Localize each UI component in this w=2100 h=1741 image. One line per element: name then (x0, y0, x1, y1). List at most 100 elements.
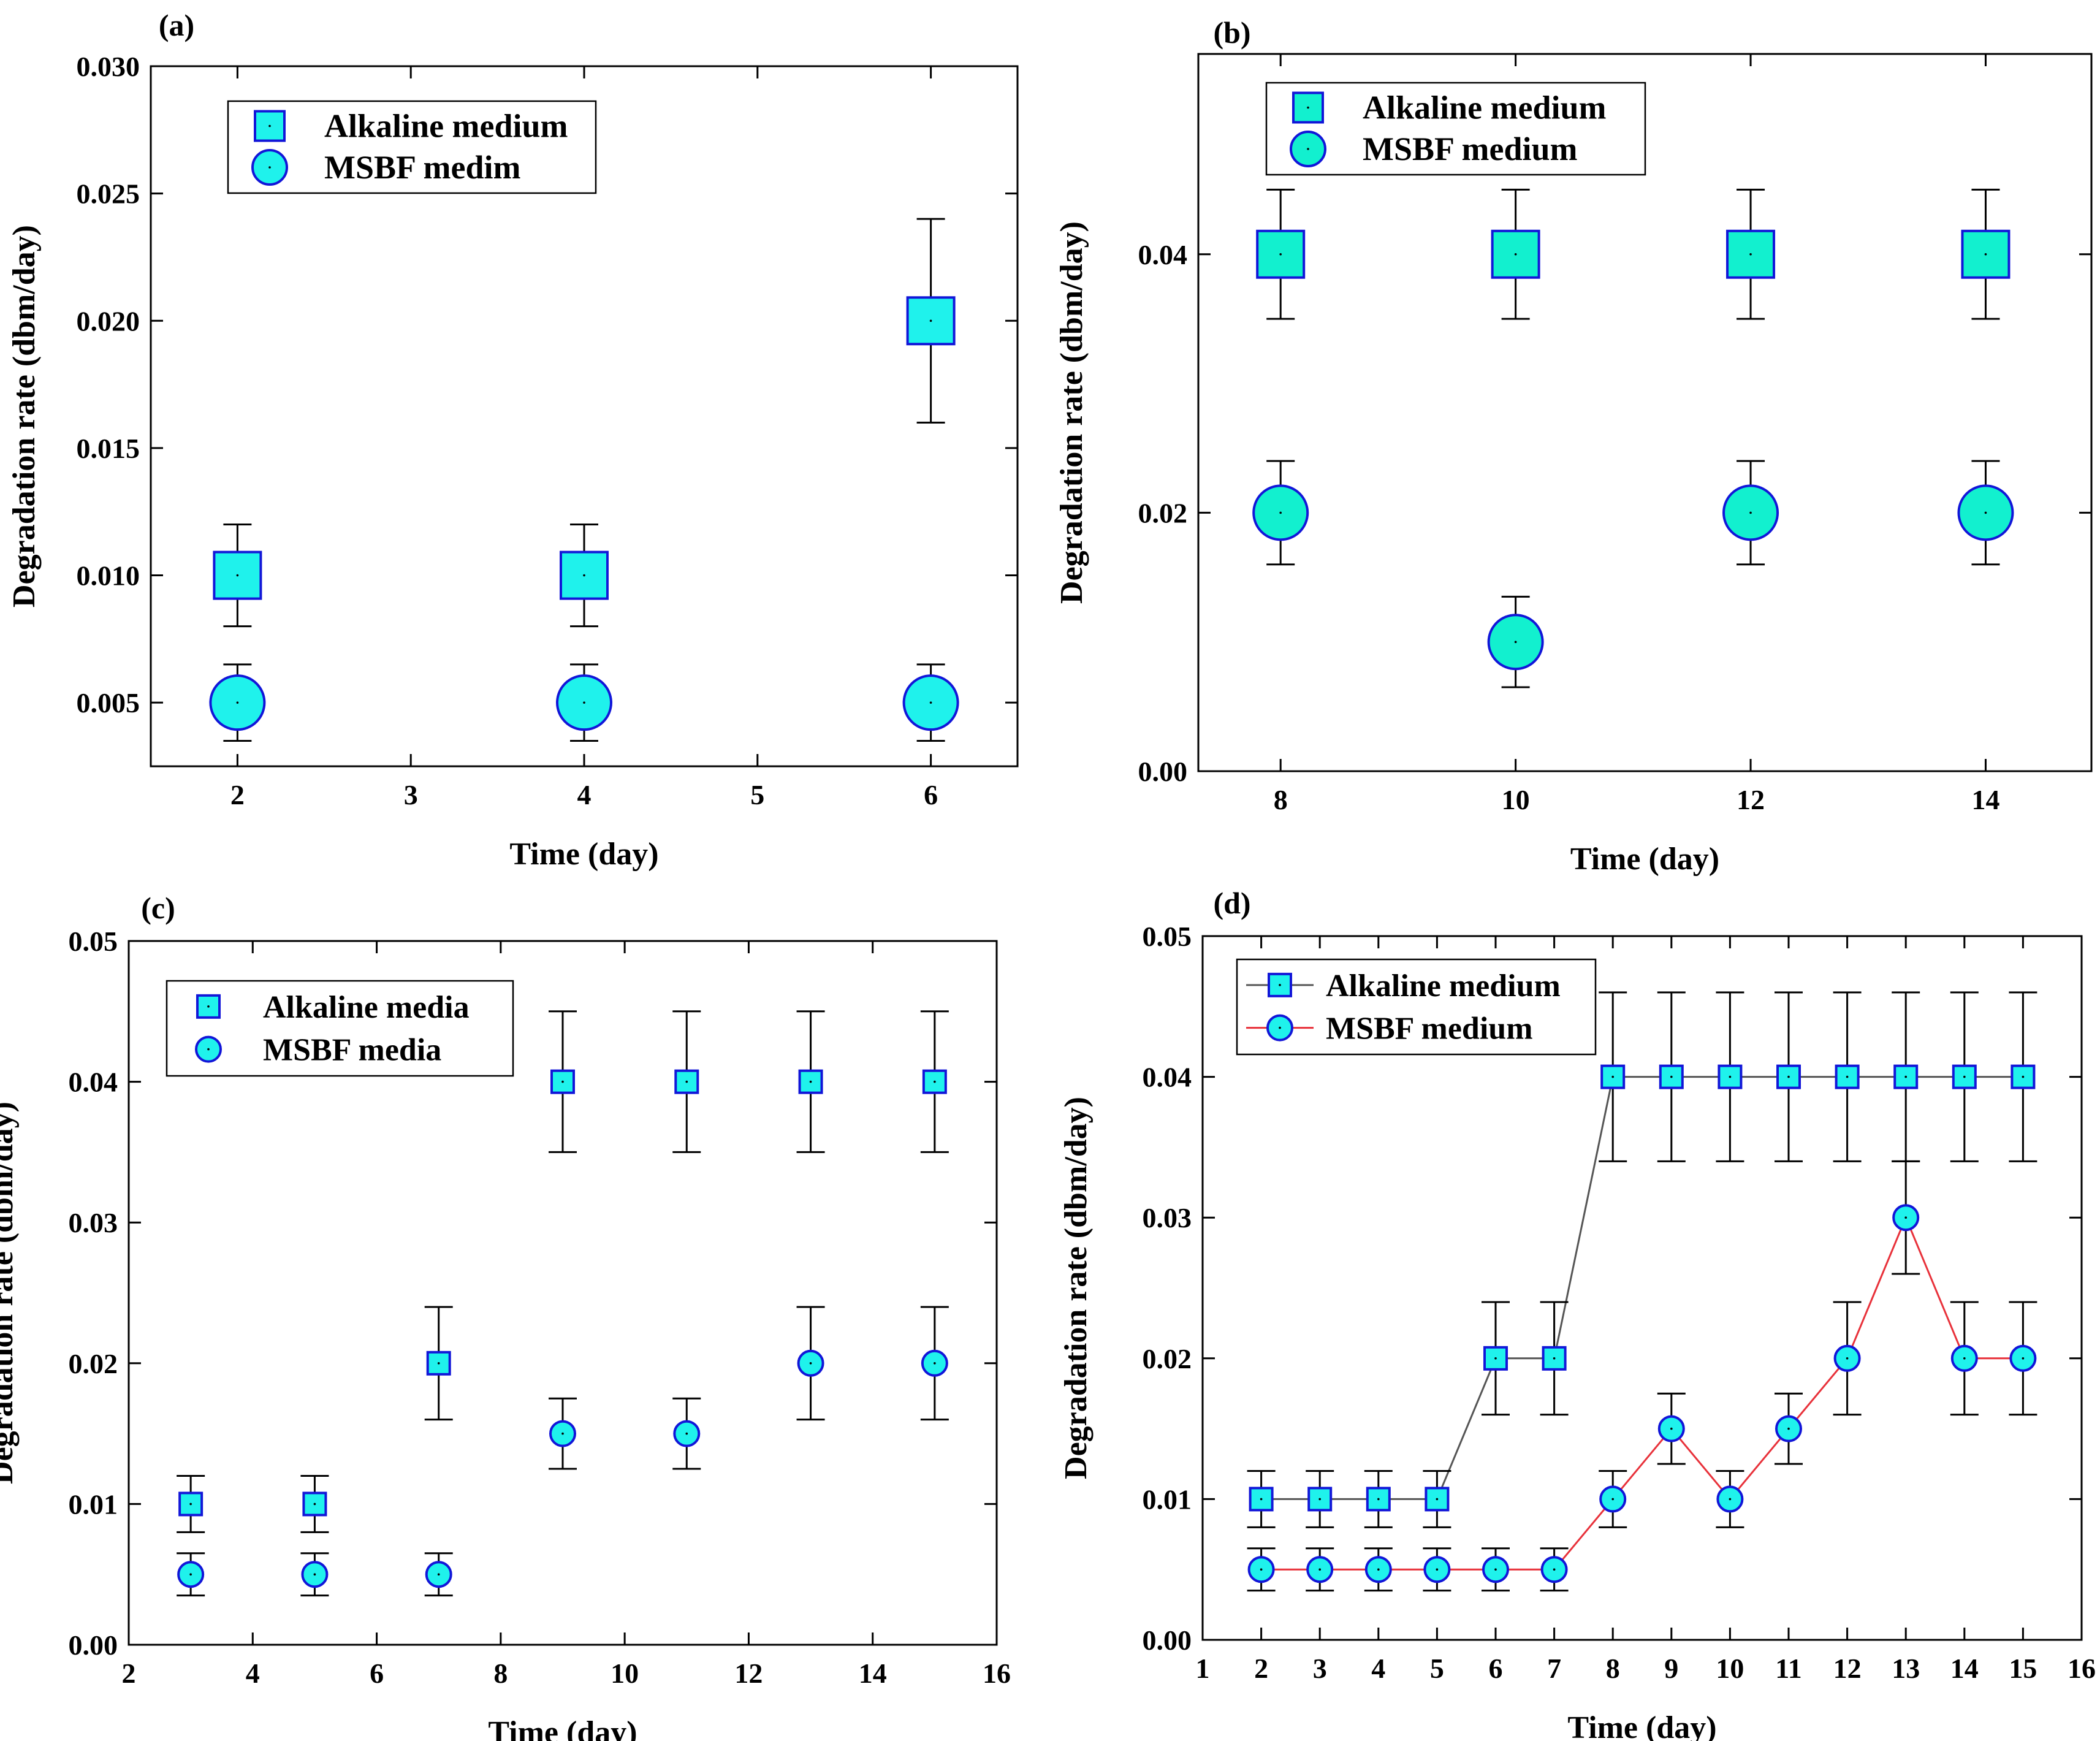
y-tick-label: 0.01 (1143, 1484, 1192, 1515)
y-tick-label: 0.015 (77, 433, 140, 464)
y-tick-label: 0.05 (69, 926, 118, 957)
data-point-square-dot (1553, 1357, 1556, 1360)
data-point-square (1952, 1064, 1977, 1089)
data-point-circle-dot (1279, 511, 1282, 514)
x-tick-label: 7 (1547, 1653, 1561, 1684)
x-tick-label: 6 (924, 779, 938, 810)
x-tick-label: 10 (1716, 1653, 1744, 1684)
x-tick-label: 13 (1892, 1653, 1920, 1684)
y-tick-label: 0.01 (69, 1488, 118, 1520)
data-point-square-dot (437, 1362, 440, 1365)
x-tick-label: 4 (1371, 1653, 1385, 1684)
data-point-square (1718, 1064, 1743, 1089)
data-point-circle-dot (934, 1362, 936, 1365)
data-point-circle-dot (189, 1573, 192, 1575)
x-axis-label: Time (day) (1570, 842, 1719, 877)
data-point-square-dot (1514, 253, 1517, 256)
x-tick-label: 2 (1254, 1653, 1268, 1684)
data-point-circle-dot (236, 701, 239, 704)
legend-box (165, 980, 514, 1077)
x-axis-label: Time (day) (509, 837, 658, 872)
data-point-circle-dot (561, 1432, 564, 1435)
data-point-square-dot (929, 319, 932, 322)
legend-label: MSBF medium (1326, 1011, 1533, 1046)
x-tick-label: 6 (370, 1658, 384, 1689)
data-point-circle-dot (2022, 1357, 2025, 1360)
data-point-circle-dot (1436, 1568, 1439, 1571)
panel-label: (a) (159, 8, 194, 42)
chart-panel-d: (d)1 2 3 4 5 6 7 8 9 10 11 12 13 14 15 160.000.010.020.… (1059, 886, 2096, 1741)
data-point-square-dot (1846, 1075, 1849, 1078)
legend-label: Alkaline medium (1326, 969, 1561, 1004)
legend-marker-circle-dot (1279, 1026, 1281, 1029)
data-point-square (1961, 229, 2011, 279)
data-point-circle-dot (809, 1362, 812, 1365)
panel-label: (b) (1213, 15, 1250, 50)
y-tick-label: 0.005 (77, 687, 140, 718)
data-point-circle-dot (1611, 1498, 1614, 1501)
data-point-circle-dot (1494, 1568, 1497, 1571)
data-point-square-dot (1436, 1498, 1439, 1501)
y-tick-label: 0.04 (1143, 1062, 1192, 1093)
x-tick-label: 4 (577, 779, 592, 810)
data-point-circle-dot (437, 1573, 440, 1575)
y-tick-label: 0.00 (69, 1629, 118, 1661)
legend-marker-circle-dot (268, 166, 271, 169)
x-tick-label: 1 (1196, 1653, 1210, 1684)
data-point-square-dot (583, 574, 585, 577)
legend-marker-square-dot (1307, 106, 1309, 109)
y-tick-label: 0.04 (69, 1067, 118, 1098)
data-point-circle-dot (1904, 1216, 1907, 1219)
x-tick-label: 11 (1775, 1653, 1801, 1684)
data-point-circle-dot (1984, 511, 1987, 514)
x-tick-label: 12 (1737, 784, 1765, 815)
plot-frame (1201, 935, 2083, 1641)
data-point-square-dot (561, 1080, 564, 1083)
y-tick-label: 0.03 (69, 1207, 118, 1238)
panel-label: (d) (1213, 886, 1250, 920)
data-point-circle-dot (1749, 511, 1752, 514)
x-tick-label: 8 (1274, 784, 1288, 815)
x-tick-label: 5 (1430, 1653, 1444, 1684)
data-point-square-dot (1670, 1075, 1673, 1078)
x-tick-label: 3 (404, 779, 418, 810)
data-point-square-dot (2022, 1075, 2025, 1078)
y-tick-label: 0.04 (1138, 239, 1188, 270)
y-tick-label: 0.010 (77, 560, 140, 592)
y-tick-label: 0.02 (1143, 1343, 1192, 1374)
data-point-circle-dot (1670, 1427, 1673, 1430)
data-point-circle-dot (1377, 1568, 1380, 1571)
data-point-circle-dot (313, 1573, 316, 1575)
x-tick-label: 8 (1606, 1653, 1620, 1684)
y-tick-label: 0.02 (1138, 497, 1188, 528)
x-tick-label: 12 (1833, 1653, 1862, 1684)
data-point-circle-dot (929, 701, 932, 704)
data-point-square-dot (1749, 253, 1752, 256)
legend-label: Alkaline medium (324, 108, 568, 145)
x-tick-label: 10 (1502, 784, 1530, 815)
data-point-circle-dot (1787, 1427, 1790, 1430)
data-point-square-dot (189, 1503, 192, 1506)
data-point-square-dot (685, 1080, 688, 1083)
data-point-square-dot (1318, 1498, 1321, 1501)
x-tick-label: 16 (2068, 1653, 2096, 1684)
data-point-square-dot (313, 1503, 316, 1506)
data-point-square (550, 1069, 575, 1094)
x-tick-label: 10 (611, 1658, 639, 1689)
y-tick-label: 0.03 (1143, 1202, 1192, 1233)
x-tick-label: 14 (859, 1658, 887, 1689)
legend-box (1236, 958, 1597, 1056)
data-point-circle-dot (685, 1432, 688, 1435)
data-point-circle-dot (1514, 641, 1517, 643)
legend-label: Alkaline medium (1363, 90, 1607, 126)
y-tick-label: 0.030 (77, 51, 140, 82)
x-tick-label: 2 (122, 1658, 136, 1689)
series-line-alkaline (1261, 1076, 2023, 1500)
x-axis-label: Time (day) (488, 1715, 637, 1741)
y-tick-label: 0.05 (1143, 921, 1192, 952)
data-point-square-dot (1904, 1075, 1907, 1078)
data-point-square-dot (1377, 1498, 1380, 1501)
data-point-square (1425, 1487, 1450, 1512)
data-point-circle-dot (1963, 1357, 1966, 1360)
